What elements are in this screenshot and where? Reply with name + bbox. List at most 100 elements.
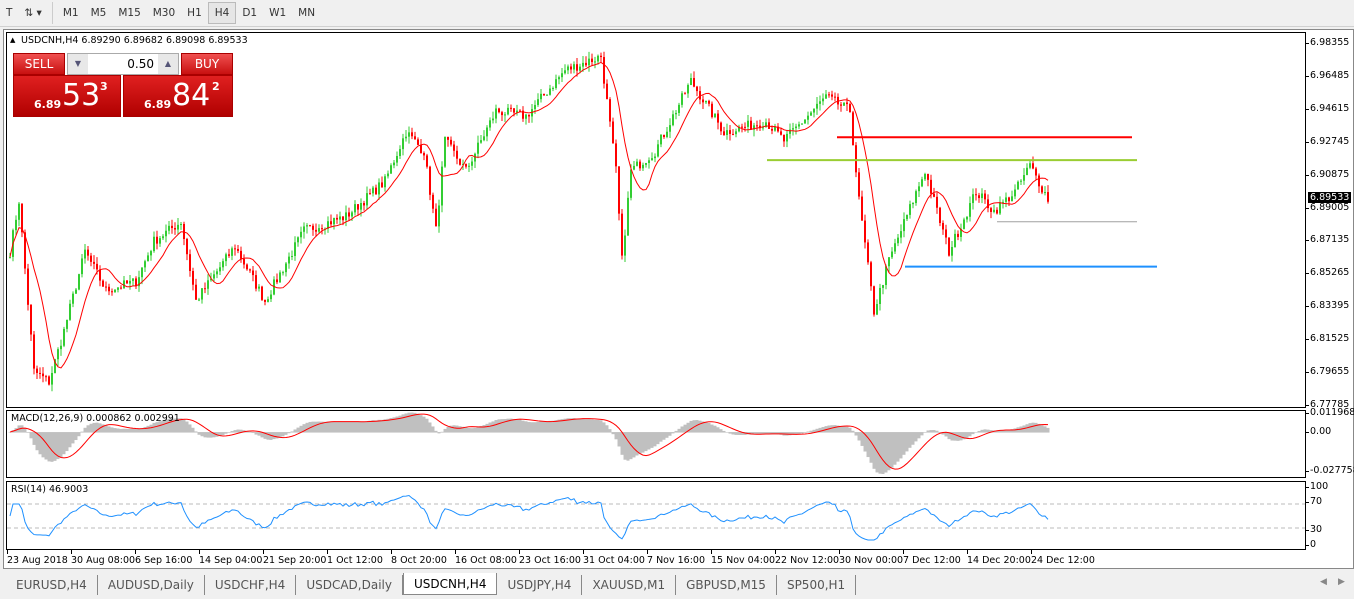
macd-histogram-bar bbox=[599, 420, 603, 433]
sell-price[interactable]: 6.89 53 3 bbox=[13, 75, 121, 117]
macd-histogram-bar bbox=[503, 419, 507, 433]
timeframe-h1[interactable]: H1 bbox=[187, 7, 202, 19]
macd-histogram-bar bbox=[491, 421, 495, 433]
volume-up-button[interactable]: ▲ bbox=[158, 54, 178, 74]
tab-sp500-h1[interactable]: SP500,H1 bbox=[777, 575, 857, 595]
macd-histogram-bar bbox=[428, 422, 432, 433]
macd-histogram-bar bbox=[206, 432, 210, 438]
macd-histogram-bar bbox=[605, 425, 609, 433]
macd-histogram-bar bbox=[254, 432, 258, 435]
tab-eurusd-h4[interactable]: EURUSD,H4 bbox=[6, 575, 98, 595]
macd-histogram-bar bbox=[71, 432, 75, 444]
macd-histogram-bar bbox=[833, 425, 837, 433]
buy-price[interactable]: 6.89 84 2 bbox=[123, 75, 233, 117]
tab-gbpusd-m15[interactable]: GBPUSD,M15 bbox=[676, 575, 777, 595]
tab-xauusd-m1[interactable]: XAUUSD,M1 bbox=[582, 575, 677, 595]
candle-body bbox=[453, 144, 455, 151]
candle-body bbox=[294, 242, 296, 256]
macd-histogram-bar bbox=[326, 421, 330, 433]
macd-histogram-bar bbox=[932, 430, 936, 433]
sell-button[interactable]: SELL bbox=[13, 53, 65, 75]
timeframe-m30[interactable]: M30 bbox=[152, 7, 176, 19]
candle-body bbox=[369, 193, 371, 195]
candle-body bbox=[456, 150, 458, 159]
macd-histogram-bar bbox=[356, 421, 360, 433]
timeframe-m5[interactable]: M5 bbox=[90, 7, 107, 19]
macd-histogram-bar bbox=[404, 413, 408, 433]
candle-body bbox=[795, 126, 797, 129]
candle-body bbox=[435, 208, 437, 227]
macd-histogram-bar bbox=[626, 432, 630, 461]
macd-histogram-bar bbox=[350, 421, 354, 433]
macd-histogram-bar bbox=[614, 432, 618, 440]
one-click-trading-panel: SELL ▼ 0.50 ▲ BUY 6.89 53 3 6.89 84 2 bbox=[13, 53, 233, 117]
macd-histogram-bar bbox=[38, 432, 42, 455]
price-pane[interactable]: USDCNH,H4 6.89290 6.89682 6.89098 6.8953… bbox=[6, 32, 1306, 408]
scroll-left-icon[interactable]: ◀ bbox=[1320, 577, 1327, 587]
candle-body bbox=[57, 349, 59, 360]
candle-body bbox=[372, 187, 374, 194]
tab-audusd-daily[interactable]: AUDUSD,Daily bbox=[98, 575, 205, 595]
macd-histogram-bar bbox=[731, 432, 735, 435]
candle-body bbox=[1038, 175, 1040, 187]
candle-body bbox=[189, 254, 191, 271]
candle-body bbox=[864, 220, 866, 243]
macd-pane[interactable]: MACD(12,26,9) 0.000862 0.002991 bbox=[6, 410, 1306, 478]
timeframe-m1[interactable]: M1 bbox=[62, 7, 79, 19]
candle-body bbox=[42, 373, 44, 377]
date-tick: 23 Oct 16:00 bbox=[519, 550, 581, 566]
candle-body bbox=[879, 287, 881, 305]
macd-histogram-bar bbox=[938, 432, 942, 433]
candle-body bbox=[525, 114, 527, 119]
candle-body bbox=[663, 134, 665, 137]
collapse-icon[interactable]: ▲ bbox=[10, 36, 16, 44]
macd-histogram-bar bbox=[962, 432, 966, 440]
scroll-right-icon[interactable]: ▶ bbox=[1338, 577, 1345, 587]
macd-histogram-bar bbox=[1046, 427, 1050, 433]
macd-signal-line bbox=[9, 413, 1049, 470]
timeframe-m15[interactable]: M15 bbox=[118, 7, 141, 19]
buy-button[interactable]: BUY bbox=[181, 53, 233, 75]
macd-histogram-bar bbox=[323, 421, 327, 433]
candle-body bbox=[171, 225, 173, 229]
text-tool-icon[interactable]: T bbox=[6, 7, 13, 19]
candle-body bbox=[48, 376, 50, 385]
candle-body bbox=[687, 84, 689, 94]
candle-body bbox=[636, 161, 638, 166]
price-tick: 6.94615 bbox=[1305, 102, 1350, 114]
timeframe-mn[interactable]: MN bbox=[298, 7, 316, 19]
macd-histogram-bar bbox=[803, 432, 807, 433]
rsi-chart bbox=[7, 495, 1305, 541]
candle-body bbox=[375, 187, 377, 195]
macd-histogram-bar bbox=[401, 414, 405, 433]
candle-body bbox=[732, 133, 734, 135]
candle-body bbox=[918, 186, 920, 192]
macd-histogram-bar bbox=[716, 427, 720, 433]
date-tick: 22 Nov 12:00 bbox=[775, 550, 840, 566]
macd-histogram-bar bbox=[173, 418, 177, 433]
macd-histogram-bar bbox=[287, 432, 291, 434]
timeframe-h4[interactable]: H4 bbox=[207, 2, 237, 24]
macd-histogram-bar bbox=[650, 432, 654, 448]
candle-body bbox=[411, 132, 413, 137]
timeframe-d1[interactable]: D1 bbox=[242, 7, 258, 19]
volume-field[interactable]: ▼ 0.50 ▲ bbox=[67, 53, 179, 75]
candle-body bbox=[180, 223, 182, 225]
macd-histogram-bar bbox=[53, 432, 57, 461]
tab-usdjpy-h4[interactable]: USDJPY,H4 bbox=[497, 575, 583, 595]
candle-body bbox=[828, 94, 830, 96]
candle-body bbox=[843, 102, 845, 106]
tab-usdcnh-h4[interactable]: USDCNH,H4 bbox=[402, 573, 498, 595]
tab-usdchf-h4[interactable]: USDCHF,H4 bbox=[205, 575, 297, 595]
macd-histogram-bar bbox=[248, 431, 252, 433]
timeframe-w1[interactable]: W1 bbox=[269, 7, 287, 19]
volume-value[interactable]: 0.50 bbox=[127, 57, 154, 71]
macd-histogram-bar bbox=[365, 421, 369, 433]
volume-down-button[interactable]: ▼ bbox=[68, 54, 88, 74]
candle-body bbox=[1026, 167, 1028, 176]
objects-menu-icon[interactable]: ⇅ ▾ bbox=[24, 7, 42, 19]
macd-histogram-bar bbox=[674, 430, 678, 433]
macd-histogram-bar bbox=[260, 432, 264, 438]
rsi-pane[interactable]: RSI(14) 46.9003 bbox=[6, 481, 1306, 550]
tab-usdcad-daily[interactable]: USDCAD,Daily bbox=[296, 575, 403, 595]
